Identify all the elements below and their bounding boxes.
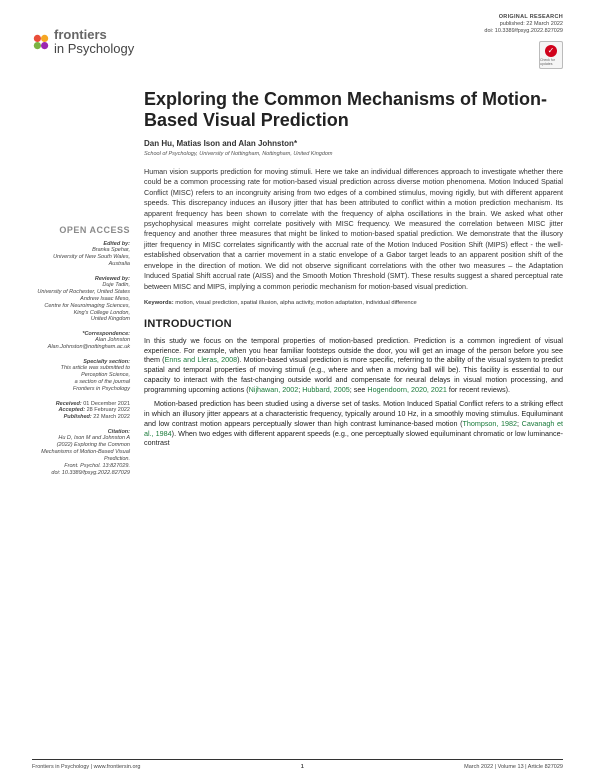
abstract: Human vision supports prediction for mov…	[144, 167, 563, 292]
authors: Dan Hu, Matias Ison and Alan Johnston*	[144, 139, 563, 148]
article-type: ORIGINAL RESEARCH	[484, 14, 563, 21]
page-footer: Frontiers in Psychology | www.frontiersi…	[32, 759, 563, 770]
logo-text-line1: frontiers	[54, 28, 134, 42]
footer-right: March 2022 | Volume 13 | Article 827029	[464, 764, 563, 770]
check-label: Check for updates	[540, 58, 562, 66]
check-updates-badge[interactable]: ✓ Check for updates	[539, 41, 563, 69]
page-number: 1	[301, 764, 304, 770]
citation-link[interactable]: Thompson, 1982	[462, 419, 517, 428]
accepted-label: Accepted:	[58, 407, 85, 413]
article-title: Exploring the Common Mechanisms of Motio…	[144, 89, 563, 130]
reviewed-by: Duje Tadin,University of Rochester, Unit…	[32, 282, 130, 323]
citation-link[interactable]: Hogendoorn, 2020, 2021	[367, 385, 447, 394]
published-label: Published:	[64, 414, 92, 420]
edited-by: Branka Spehar,University of New South Wa…	[32, 247, 130, 268]
check-icon: ✓	[545, 45, 557, 57]
citation: Hu D, Ison M and Johnston A(2022) Explor…	[32, 435, 130, 476]
keywords-text: motion, visual prediction, spatial illus…	[175, 300, 416, 306]
open-access-label: OPEN ACCESS	[32, 225, 130, 235]
affiliation: School of Psychology, University of Nott…	[144, 151, 563, 157]
journal-logo: frontiers in Psychology	[32, 14, 134, 69]
keywords: Keywords: motion, visual prediction, spa…	[144, 300, 563, 306]
published-date-sidebar: 22 March 2022	[93, 414, 130, 420]
citation-link[interactable]: Hubbard, 2005	[302, 385, 350, 394]
published-date: published: 22 March 2022	[484, 21, 563, 28]
correspondence: Alan JohnstonAlan.Johnston@nottingham.ac…	[32, 337, 130, 351]
footer-left[interactable]: Frontiers in Psychology | www.frontiersi…	[32, 764, 140, 770]
dates-block: Received: 01 December 2021 Accepted: 28 …	[32, 401, 130, 422]
logo-text-line2: in Psychology	[54, 42, 134, 56]
received-label: Received:	[56, 401, 82, 407]
header-metadata: ORIGINAL RESEARCH published: 22 March 20…	[484, 14, 563, 35]
introduction-heading: INTRODUCTION	[144, 318, 563, 330]
main-content: OPEN ACCESS Edited by: Branka Spehar,Uni…	[0, 75, 595, 484]
accepted-date: 28 February 2022	[87, 407, 130, 413]
frontiers-logo-icon	[32, 33, 50, 51]
page-header: frontiers in Psychology ORIGINAL RESEARC…	[0, 0, 595, 75]
received-date: 01 December 2021	[83, 401, 130, 407]
intro-paragraph-1: In this study we focus on the temporal p…	[144, 336, 563, 394]
intro-paragraph-2: Motion-based prediction has been studied…	[144, 399, 563, 448]
citation-link[interactable]: Nijhawan, 2002	[249, 385, 299, 394]
doi: doi: 10.3389/fpsyg.2022.827029	[484, 28, 563, 35]
keywords-label: Keywords:	[144, 300, 174, 306]
specialty-section: This article was submitted toPerception …	[32, 365, 130, 393]
article-body: Exploring the Common Mechanisms of Motio…	[144, 89, 563, 484]
citation-link[interactable]: Enns and Lleras, 2008	[165, 355, 238, 364]
sidebar: OPEN ACCESS Edited by: Branka Spehar,Uni…	[32, 89, 130, 484]
